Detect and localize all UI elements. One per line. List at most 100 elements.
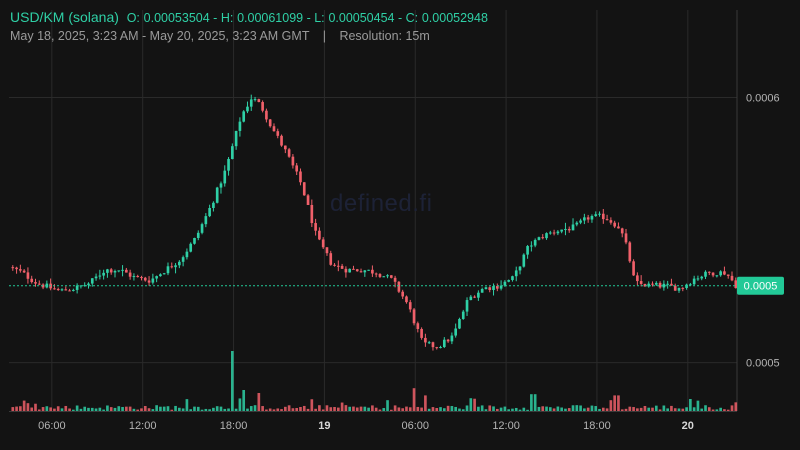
candle-body [590, 215, 594, 220]
volume-bar [140, 408, 143, 411]
candle-body [507, 280, 510, 282]
volume-bar [450, 406, 454, 411]
volume-bar [586, 407, 590, 411]
candle-body [560, 229, 563, 232]
x-tick-label: 18:00 [583, 420, 611, 432]
volume-bar [488, 405, 492, 411]
candle-body [140, 277, 143, 279]
candle-body [594, 214, 598, 216]
volume-bar [280, 409, 283, 411]
candle-body [405, 296, 408, 303]
volume-bar [72, 409, 75, 411]
volume-bar [136, 409, 140, 411]
candle-body [628, 242, 632, 262]
candle-body [276, 131, 280, 136]
volume-bar [526, 409, 529, 411]
range-line: May 18, 2025, 3:23 AM - May 20, 2025, 3:… [10, 29, 488, 43]
candle-body [295, 165, 299, 172]
volume-bar [734, 402, 738, 411]
candle-body [272, 126, 276, 132]
volume-bar [704, 405, 707, 411]
candle-body [458, 318, 461, 329]
candle-body [208, 208, 211, 217]
volume-bar [344, 405, 348, 411]
volume-bar [128, 406, 132, 411]
candle-body [533, 239, 537, 246]
candle-body [15, 267, 18, 270]
candle-body [170, 266, 174, 268]
volume-bar [658, 409, 662, 411]
volume-bar [711, 409, 715, 411]
volume-bar [473, 398, 476, 411]
candle-body [219, 183, 223, 188]
volume-bar [609, 400, 613, 411]
volume-bar [318, 405, 321, 411]
close-value: 0.00052948 [421, 11, 488, 25]
volume-bar [719, 407, 722, 411]
candle-body [564, 228, 567, 230]
volume-bar [439, 407, 442, 411]
volume-bar [651, 407, 654, 411]
candle-body [336, 265, 340, 267]
volume-bar [64, 405, 68, 411]
volume-bar [382, 408, 386, 411]
volume-bar [458, 408, 461, 411]
volume-bar [121, 406, 124, 411]
volume-bar [287, 405, 291, 411]
volume-bar [83, 406, 87, 411]
volume-bar [389, 409, 393, 411]
volume-bar [143, 406, 147, 411]
x-tick-label: 12:00 [129, 420, 157, 432]
x-tick-label: 18:00 [220, 420, 248, 432]
volume-bar [302, 405, 306, 411]
volume-bar [639, 407, 643, 411]
volume-bar [196, 406, 200, 411]
candle-body [700, 276, 704, 279]
candle-body [673, 285, 677, 291]
volume-bar [662, 405, 666, 411]
candle-body [287, 149, 291, 157]
candle-body [435, 347, 439, 349]
volume-bar [518, 409, 522, 411]
resolution[interactable]: Resolution: 15m [339, 29, 430, 43]
volume-bar [242, 390, 246, 411]
candle-body [511, 276, 514, 281]
candle-body [204, 216, 208, 225]
candle-body [166, 266, 170, 274]
candle-body [488, 287, 492, 290]
volume-bar [125, 406, 128, 411]
candle-body [246, 106, 249, 112]
candle-body [162, 273, 166, 275]
candle-body [196, 232, 200, 238]
candle-body [734, 280, 738, 289]
volume-bar [79, 408, 83, 411]
candle-body [374, 273, 378, 275]
candle-body [393, 277, 397, 282]
candle-body [598, 213, 601, 215]
volume-bar [34, 403, 37, 411]
volume-bar [371, 405, 374, 411]
candle-body [465, 300, 469, 312]
volume-bar [284, 406, 287, 411]
volume-bar [454, 406, 457, 411]
volume-bar [98, 407, 102, 411]
volume-bar [90, 407, 94, 411]
candle-body [314, 223, 317, 231]
candle-body [291, 156, 295, 166]
candle-body [480, 289, 484, 293]
candle-body [200, 224, 204, 233]
candle-body [185, 251, 189, 258]
candle-body [242, 111, 246, 122]
volume-bar [469, 398, 473, 411]
candle-body [30, 278, 34, 283]
watermark-logo: defined.fi [330, 190, 433, 217]
candle-body [617, 226, 620, 229]
volume-bar [261, 406, 264, 411]
volume-bar [537, 406, 541, 411]
volume-bar [408, 407, 412, 411]
candle-body [321, 239, 325, 248]
symbol-name[interactable]: USD/KM (solana) [10, 9, 119, 25]
volume-bar [15, 406, 18, 411]
